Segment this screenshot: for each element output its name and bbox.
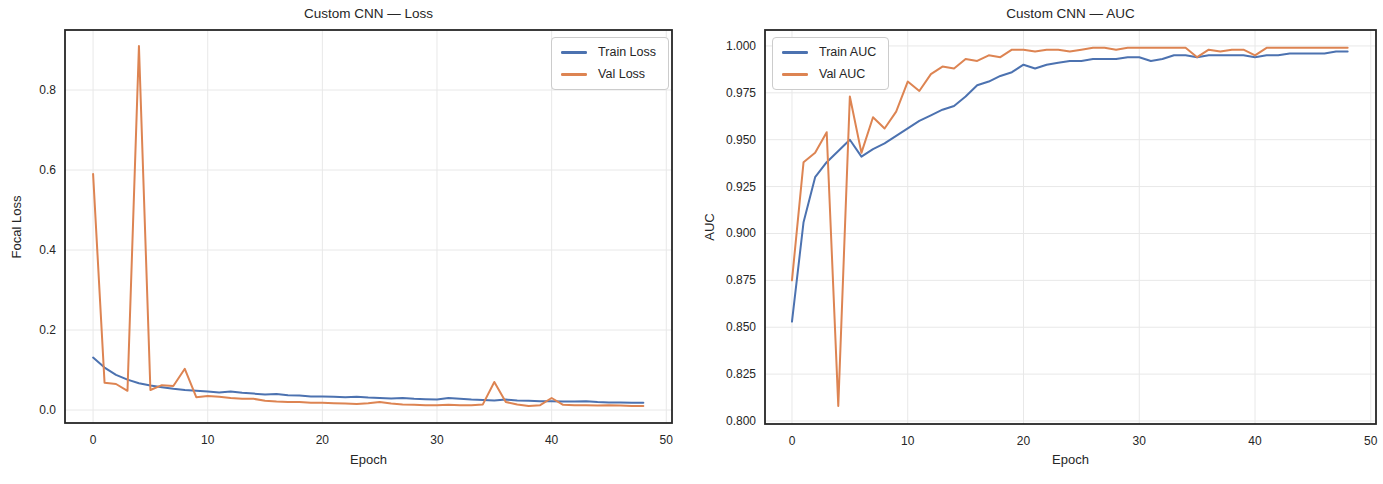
val-auc-line — [792, 48, 1348, 406]
train-auc-line-swatch — [782, 51, 808, 54]
auc-chart: Custom CNN — AUC AUC 010203040500.8000.8… — [692, 0, 1383, 484]
x-tick-label: 0 — [90, 433, 97, 447]
legend-label: Train Loss — [598, 44, 656, 61]
x-tick-label: 50 — [660, 433, 674, 447]
x-tick-label: 40 — [1248, 434, 1262, 448]
x-tick-label: 10 — [201, 433, 215, 447]
x-tick-label: 20 — [1017, 434, 1031, 448]
y-tick-label: 0.0 — [39, 403, 56, 417]
legend: Train Loss Val Loss — [551, 37, 669, 90]
legend-label: Train AUC — [819, 44, 876, 61]
y-tick-label: 0.850 — [726, 320, 756, 334]
x-tick-label: 30 — [430, 433, 444, 447]
y-tick-label: 0.950 — [726, 133, 756, 147]
val-loss-line — [93, 46, 643, 406]
x-tick-label: 30 — [1133, 434, 1147, 448]
legend-label: Val Loss — [598, 66, 645, 83]
legend-item: Train Loss — [561, 44, 656, 61]
y-tick-label: 0.2 — [39, 323, 56, 337]
y-tick-label: 0.6 — [39, 163, 56, 177]
x-axis-label: Epoch — [65, 452, 672, 467]
val-auc-line-swatch — [782, 73, 808, 76]
x-tick-label: 0 — [789, 434, 796, 448]
figure-canvas: Custom CNN — Loss Focal Loss 01020304050… — [0, 0, 1383, 484]
legend-item: Train AUC — [782, 44, 876, 61]
val-loss-line-swatch — [561, 73, 587, 76]
y-tick-label: 1.000 — [726, 39, 756, 53]
y-tick-label: 0.975 — [726, 86, 756, 100]
legend-item: Val Loss — [561, 66, 656, 83]
legend-item: Val AUC — [782, 66, 876, 83]
x-tick-label: 20 — [316, 433, 330, 447]
legend-label: Val AUC — [819, 66, 865, 83]
y-tick-label: 0.900 — [726, 226, 756, 240]
x-tick-label: 10 — [901, 434, 915, 448]
train-loss-line — [93, 358, 643, 403]
legend: Train AUC Val AUC — [772, 37, 889, 90]
loss-chart: Custom CNN — Loss Focal Loss 01020304050… — [0, 0, 691, 484]
y-tick-label: 0.925 — [726, 180, 756, 194]
y-tick-label: 0.4 — [39, 243, 56, 257]
y-tick-label: 0.875 — [726, 273, 756, 287]
y-tick-label: 0.800 — [726, 414, 756, 428]
x-tick-label: 40 — [545, 433, 559, 447]
y-tick-label: 0.825 — [726, 367, 756, 381]
train-loss-line-swatch — [561, 51, 587, 54]
y-tick-label: 0.8 — [39, 83, 56, 97]
x-tick-label: 50 — [1364, 434, 1378, 448]
x-axis-label: Epoch — [765, 452, 1376, 467]
